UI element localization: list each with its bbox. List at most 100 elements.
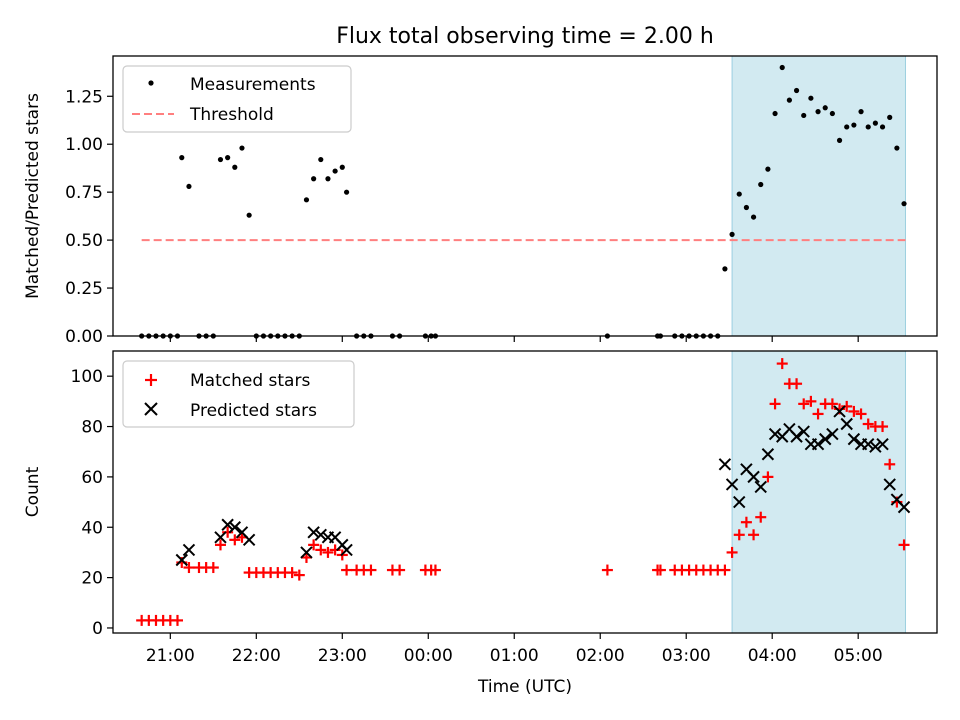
predicted-star-point xyxy=(876,437,889,451)
predicted-star-point xyxy=(819,432,832,446)
measurement-point xyxy=(303,197,310,203)
predicted-star-point xyxy=(182,543,196,557)
matched-star-point xyxy=(898,539,910,551)
matched-star-point xyxy=(322,546,334,558)
predicted-star-point xyxy=(754,480,767,494)
legend-matched-marker xyxy=(145,374,157,386)
bottom-ytick-label: 0 xyxy=(92,619,103,639)
measurement-point xyxy=(186,183,192,190)
bottom-panel: 0 20 40 60 80 100 21:00 22:00 23:00 00:00 01:00 02… xyxy=(23,350,938,697)
predicted-star-point xyxy=(228,521,242,534)
measurement-point xyxy=(311,176,317,182)
matched-star-point xyxy=(341,564,353,576)
matched-star-point xyxy=(183,562,195,574)
measurement-point xyxy=(836,137,843,143)
measurement-point xyxy=(339,164,345,170)
matched-star-point xyxy=(394,564,406,576)
predicted-star-point xyxy=(314,528,327,542)
predicted-star-point xyxy=(847,432,861,446)
top-ylabel: Matched/Predicted stars xyxy=(23,93,43,299)
xtick-label: 04:00 xyxy=(748,646,797,666)
measurement-point xyxy=(901,201,907,207)
matched-star-point xyxy=(229,534,241,546)
top-ytick-label: 0.50 xyxy=(65,231,103,251)
xtick-label: 05:00 xyxy=(834,646,883,666)
bottom-ytick-label: 80 xyxy=(81,418,103,438)
matched-star-point xyxy=(286,567,298,579)
xtick-label: 21:00 xyxy=(146,646,195,666)
matched-star-point xyxy=(841,400,853,412)
matched-star-point xyxy=(429,564,441,576)
matched-star-point xyxy=(365,564,377,576)
matched-star-point xyxy=(884,458,896,470)
top-axes-frame xyxy=(112,55,938,337)
predicted-star-point xyxy=(811,437,825,451)
predicted-star-point xyxy=(797,425,810,438)
matched-star-point xyxy=(222,526,234,538)
measurement-point xyxy=(232,164,238,170)
legend-measurements-marker xyxy=(148,80,154,86)
measurement-point xyxy=(743,204,750,211)
top-ytick-label: 0.25 xyxy=(65,279,103,299)
legend-predicted-marker xyxy=(144,402,158,416)
top-panel: 0.00 0.25 0.50 0.75 1.00 1.25 Matched/Predict… xyxy=(23,55,938,347)
measurement-point xyxy=(822,105,828,111)
bottom-axes-frame xyxy=(112,350,938,634)
bottom-legend: Matched stars Predicted stars xyxy=(122,360,355,428)
predicted-star-point xyxy=(862,437,875,451)
xaxis-label: Time (UTC) xyxy=(477,677,572,697)
matched-star-point xyxy=(719,564,731,576)
matched-star-point xyxy=(769,398,781,410)
xtick-label: 01:00 xyxy=(490,646,539,666)
measurement-point xyxy=(765,166,771,172)
matched-star-point xyxy=(848,405,860,417)
legend-measurements-label: Measurements xyxy=(190,75,316,95)
matched-star-point xyxy=(776,358,788,370)
predicted-star-point xyxy=(826,427,839,441)
matched-star-point xyxy=(293,569,305,581)
matched-star-point xyxy=(654,564,666,576)
measurement-point xyxy=(786,97,792,103)
xtick-label: 03:00 xyxy=(662,646,711,666)
predicted-star-point xyxy=(725,478,739,491)
measurement-point xyxy=(801,112,807,119)
bottom-ytick-label: 60 xyxy=(81,468,103,488)
measurement-point xyxy=(758,181,764,188)
top-legend: Measurements Threshold xyxy=(122,65,352,133)
measurement-point xyxy=(225,155,231,161)
matched-star-point xyxy=(601,564,613,576)
measurement-point xyxy=(772,110,778,117)
matched-star-point xyxy=(740,516,752,528)
xtick-label: 22:00 xyxy=(232,646,281,666)
measurement-point xyxy=(779,64,785,71)
bottom-ytick-label: 20 xyxy=(81,569,103,589)
matched-star-point xyxy=(862,418,874,430)
predicted-star-point xyxy=(768,427,782,441)
matched-star-point xyxy=(798,398,810,410)
measurement-point xyxy=(729,231,735,237)
predicted-star-point xyxy=(221,518,234,531)
measurement-point xyxy=(872,120,878,126)
measurement-point xyxy=(318,156,324,163)
measurement-point xyxy=(879,124,886,130)
matched-star-point xyxy=(812,408,824,420)
top-ytick-label: 0.00 xyxy=(65,327,103,347)
measurement-point xyxy=(865,124,871,130)
matched-star-point xyxy=(308,539,320,551)
measurement-point xyxy=(887,114,893,120)
xtick-label: 02:00 xyxy=(576,646,625,666)
matched-star-point xyxy=(748,529,760,541)
predicted-star-point xyxy=(307,526,320,539)
predicted-star-point xyxy=(840,417,853,431)
predicted-star-point xyxy=(761,448,775,461)
measurement-point xyxy=(722,266,728,272)
matched-star-point xyxy=(826,398,838,410)
matched-star-point xyxy=(726,546,738,558)
bottom-highlight-span xyxy=(731,350,906,634)
measurement-point xyxy=(239,145,245,151)
measurement-point xyxy=(793,87,800,94)
predicted-star-point xyxy=(718,458,732,471)
matched-star-point xyxy=(733,529,745,541)
measurement-point xyxy=(894,145,900,151)
